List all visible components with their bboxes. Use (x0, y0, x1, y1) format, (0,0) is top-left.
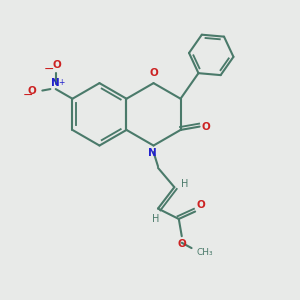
Text: O: O (149, 68, 158, 78)
Text: −: − (44, 63, 54, 76)
Text: O: O (52, 60, 61, 70)
Text: O: O (196, 200, 206, 210)
Text: O: O (177, 238, 186, 249)
Text: H: H (181, 179, 188, 189)
Text: H: H (152, 214, 159, 224)
Text: O: O (28, 85, 36, 96)
Text: −: − (23, 89, 33, 102)
Text: +: + (58, 78, 64, 87)
Text: O: O (202, 122, 210, 132)
Text: N: N (148, 148, 156, 158)
Text: N: N (51, 78, 60, 88)
Text: CH₃: CH₃ (196, 248, 213, 257)
